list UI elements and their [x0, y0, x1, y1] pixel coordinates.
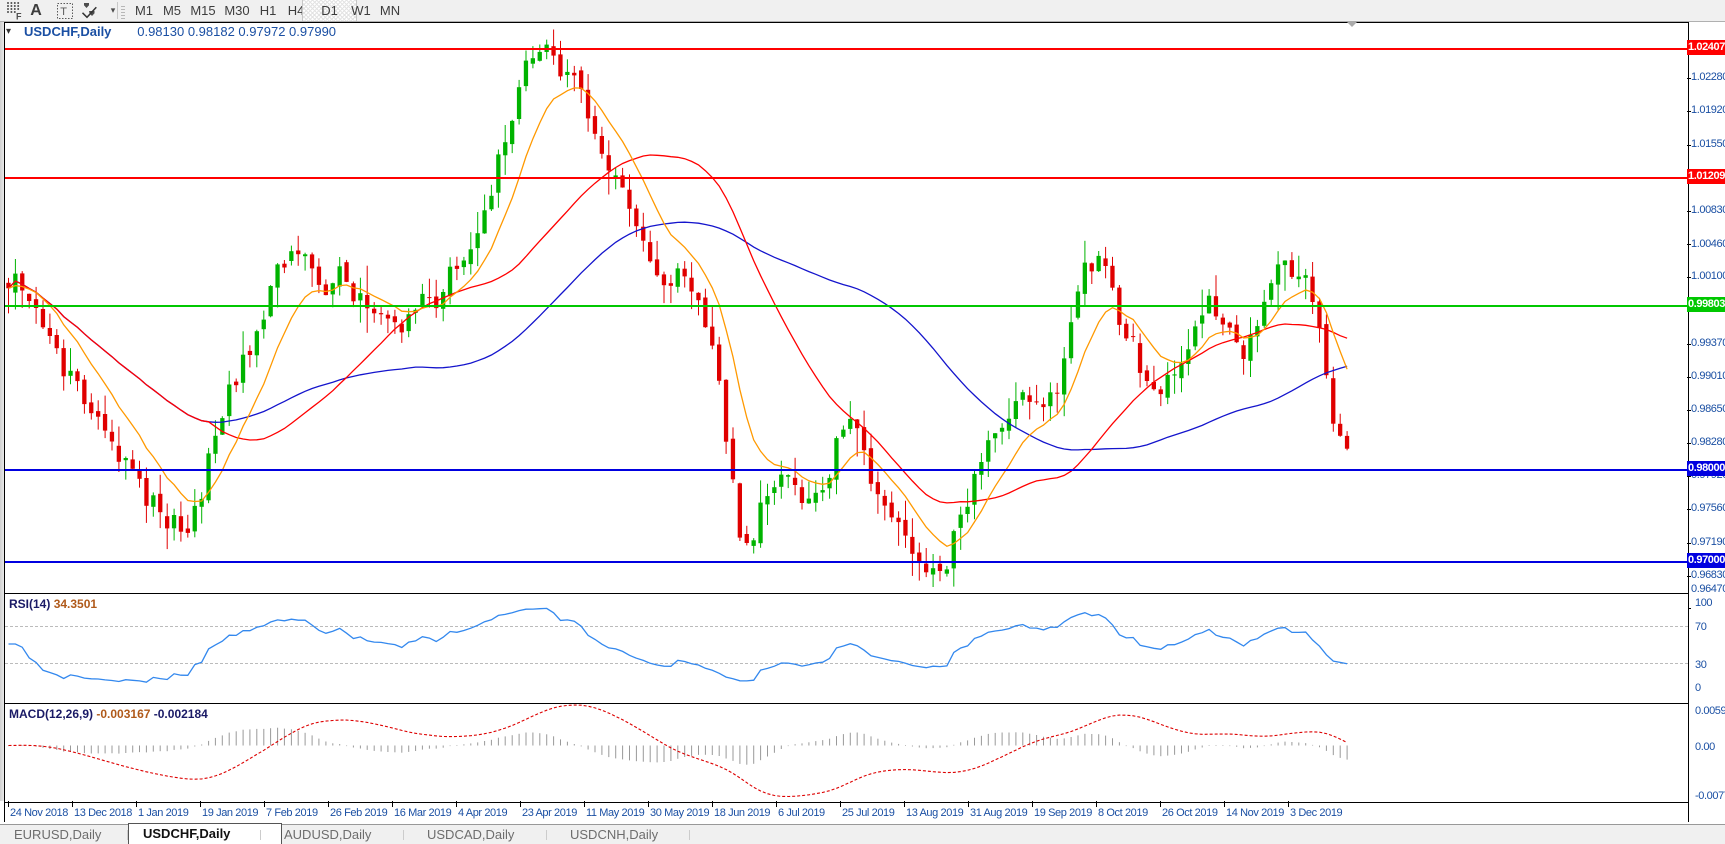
svg-text:T: T — [60, 6, 67, 18]
svg-text:F: F — [16, 11, 22, 20]
